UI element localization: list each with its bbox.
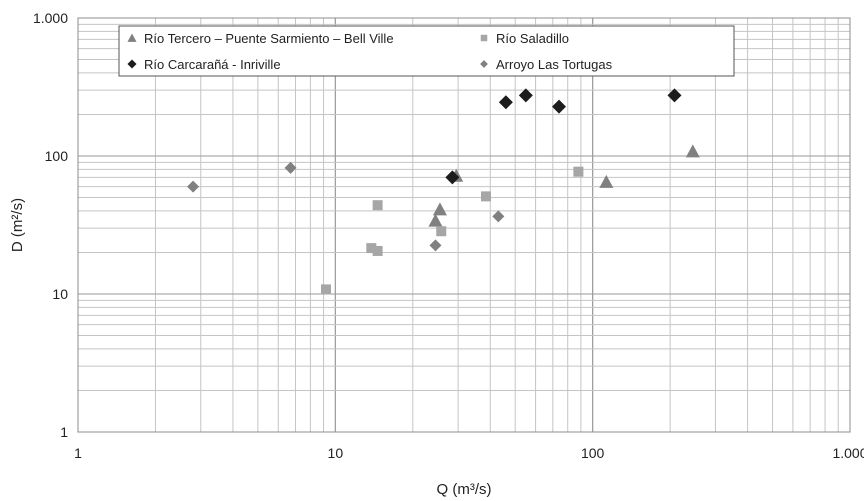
data-point-series-1 [599, 174, 614, 188]
x-tick-label: 100 [581, 445, 605, 461]
data-point-series-1 [428, 213, 443, 227]
data-point-series-3 [552, 99, 567, 114]
legend-item: Río Carcarañá - Inriville [127, 57, 281, 72]
data-point-series-1 [432, 202, 447, 216]
y-tick-label: 10 [52, 286, 68, 302]
data-point-series-2 [480, 191, 491, 202]
legend-item: Arroyo Las Tortugas [480, 57, 613, 72]
data-point-series-2 [372, 200, 383, 211]
data-point-series-1 [685, 144, 700, 158]
plot-area-border [77, 17, 851, 433]
y-axis-title: D (m²/s) [9, 198, 26, 252]
legend-label: Arroyo Las Tortugas [496, 57, 613, 72]
y-tick-label: 1.000 [33, 10, 68, 26]
data-point-series-2 [436, 226, 447, 237]
x-axis-title: Q (m³/s) [437, 481, 492, 498]
grid [77, 17, 851, 433]
data-point-series-3 [518, 88, 533, 103]
y-tick-label: 100 [45, 148, 69, 164]
data-point-series-4 [429, 239, 442, 252]
legend: Río Tercero – Puente Sarmiento – Bell Vi… [118, 25, 735, 77]
legend-item: Río Tercero – Puente Sarmiento – Bell Vi… [127, 31, 394, 46]
data-point-series-3 [667, 88, 682, 103]
data-point-series-2 [573, 166, 584, 177]
legend-label: Río Tercero – Puente Sarmiento – Bell Vi… [144, 31, 394, 46]
data-point-series-3 [498, 95, 513, 110]
x-tick-label: 1 [74, 445, 82, 461]
legend-marker [480, 34, 488, 42]
data-point-series-2 [321, 284, 332, 295]
legend-marker [127, 59, 137, 69]
x-tick-label: 10 [328, 445, 344, 461]
data-point-series-2 [372, 245, 383, 256]
data-points [187, 88, 700, 295]
legend-marker [127, 33, 137, 42]
data-point-series-3 [445, 170, 460, 185]
data-point-series-2 [366, 243, 377, 254]
data-point-series-4 [187, 180, 200, 193]
axis-ticks: 1 10 100 1.000 1 10 100 1.000 [33, 10, 864, 461]
legend-label: Río Carcarañá - Inriville [144, 57, 281, 72]
x-tick-label: 1.000 [832, 445, 864, 461]
data-point-series-4 [284, 161, 297, 174]
legend-item: Río Saladillo [480, 31, 569, 46]
legend-label: Río Saladillo [496, 31, 569, 46]
y-tick-label: 1 [60, 424, 68, 440]
data-point-series-4 [492, 210, 505, 223]
legend-box [118, 25, 735, 77]
